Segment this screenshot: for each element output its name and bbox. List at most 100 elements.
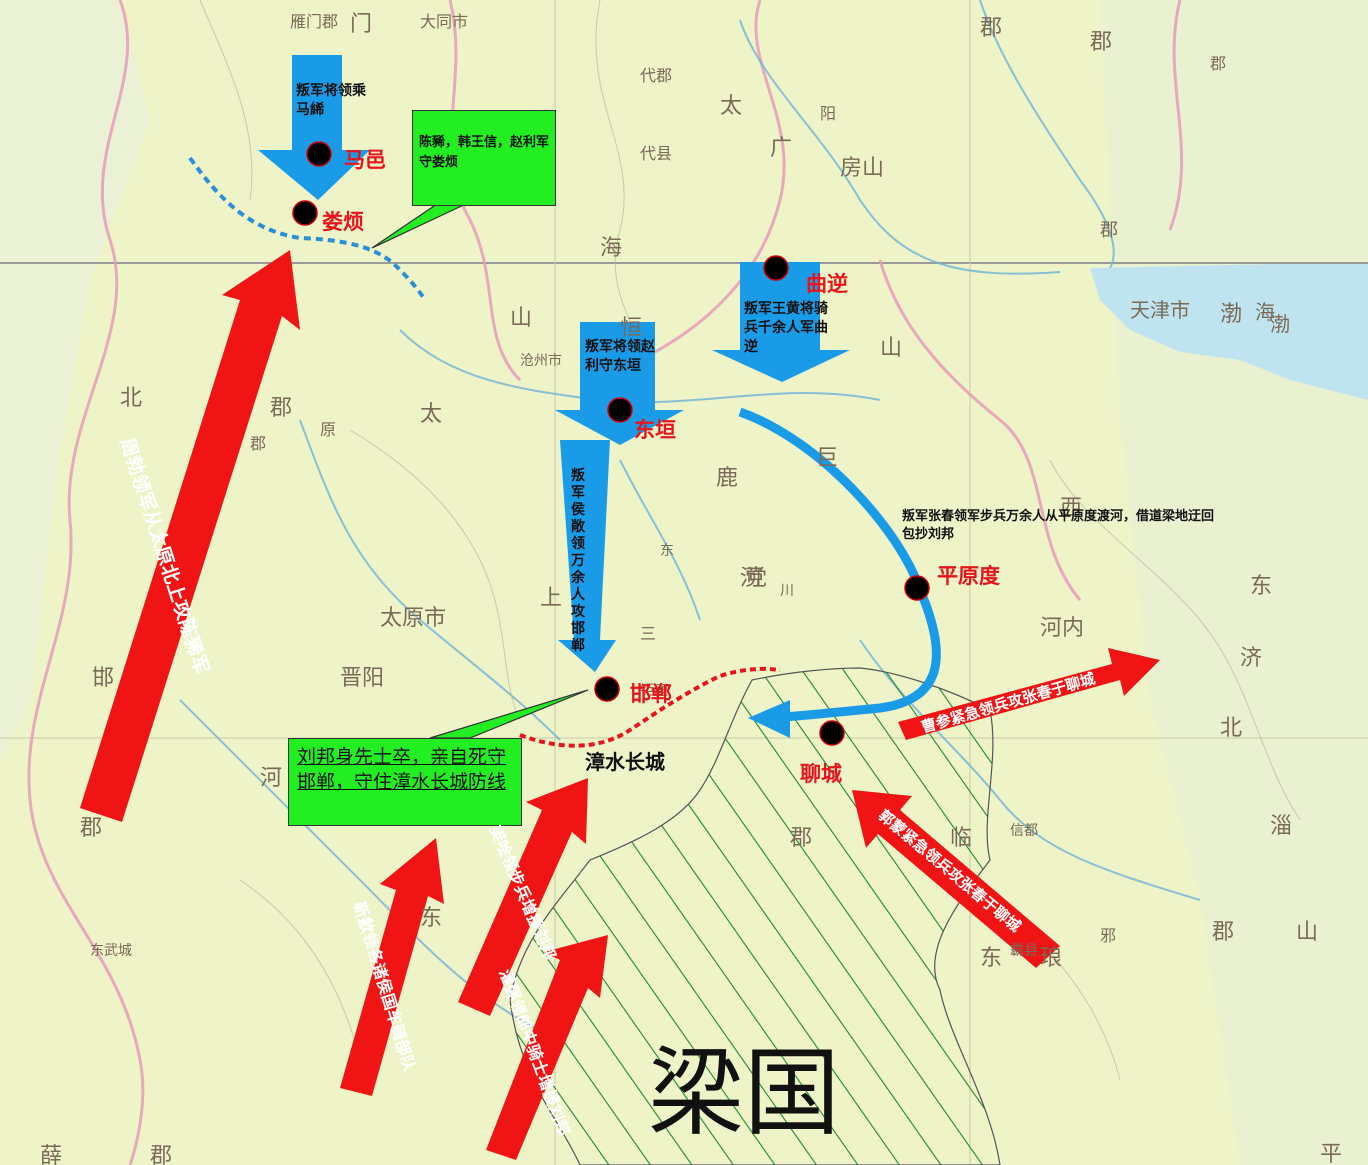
callout-liubang-text: 刘邦身先士卒，亲自死守邯郸，守住漳水长城防线 — [297, 746, 507, 793]
base-map-label: 太原市 — [380, 606, 447, 631]
base-map-label: 河内 — [1040, 616, 1085, 641]
liang-state-region — [509, 667, 1001, 1165]
base-map-label: 郡 — [1100, 220, 1118, 241]
base-map-label: 东 — [1250, 574, 1273, 599]
base-map-label: 北 — [120, 386, 143, 411]
base-map-label: 邯 — [92, 666, 115, 691]
blue-arrow-text-mayi: 叛军将领乘马絺 — [296, 83, 366, 118]
region-label-liang: 梁国 — [648, 1037, 840, 1149]
base-map-label: 广 — [770, 136, 793, 161]
base-map-label: 三 — [640, 624, 657, 643]
blue-dotted-frontier — [188, 156, 427, 302]
base-map-label: 天津市 — [1130, 298, 1190, 322]
city-label-loufan: 娄烦 — [322, 210, 364, 234]
zhangshui-wall-label: 漳水长城 — [585, 750, 665, 774]
base-map-label: 郡 — [250, 434, 267, 453]
base-map-label: 霸县 — [1010, 943, 1038, 959]
base-map-label: 郡 — [270, 396, 293, 421]
base-map-label: 川 — [780, 583, 794, 599]
base-map-label: 上 — [540, 586, 563, 611]
city-dot-loufan — [292, 200, 318, 226]
blue-arrows — [258, 55, 850, 672]
bohai-sea — [1090, 262, 1368, 400]
red-arrow-caocan — [898, 648, 1160, 740]
base-map-label: 济 — [1240, 646, 1263, 671]
base-map-label: 郡 — [1090, 30, 1113, 55]
base-map-label: 恒 — [620, 316, 643, 341]
base-map-label: 党 — [745, 566, 768, 591]
blue-arrow-text-quni: 叛军王黄将骑兵千余人军曲逆 — [744, 301, 828, 355]
base-map-label: 晋阳 — [340, 666, 385, 691]
city-label-handan: 邯郸 — [630, 682, 672, 706]
blue-arrow-dongyuan — [555, 322, 684, 445]
base-map-label: 琅 — [1040, 946, 1063, 971]
base-map-label: 渤 — [1220, 302, 1243, 327]
callout-loufan-garrison: 陈豨，韩王信，赵利军守娄烦 — [412, 110, 556, 206]
blue-arrow-text-dongyuan: 叛军将领赵利守东垣 — [585, 339, 655, 374]
base-map-label: 海 — [600, 236, 623, 261]
base-map-label: 郡 — [1210, 54, 1227, 73]
base-map-label: 河 — [740, 566, 763, 591]
base-map-label: 东 — [660, 543, 674, 559]
callout-loufan-text: 陈豨，韩王信，赵利军守娄烦 — [419, 135, 550, 170]
base-map-label: 郡 — [1212, 920, 1235, 945]
city-dot-mayi — [306, 141, 332, 167]
zhangshui-wall-line — [519, 666, 781, 748]
base-map-label: 房山 — [840, 156, 885, 181]
city-label-liaocheng: 聊城 — [800, 762, 842, 786]
blue-arrow-quni — [712, 262, 850, 382]
base-map-label: 原 — [320, 420, 337, 439]
base-map-label: 渤 — [1270, 312, 1290, 336]
base-map-label: 东 — [980, 946, 1003, 971]
blue-arrow-mayi — [258, 55, 370, 200]
base-map-label: 北 — [1220, 716, 1243, 741]
base-map-label: 西 — [1060, 496, 1083, 521]
blue-arrow-handan — [558, 440, 616, 672]
base-map-label: 临 — [950, 826, 973, 851]
city-dot-liaocheng — [819, 720, 845, 746]
base-map-label: 太 — [720, 94, 743, 119]
red-arrow-guanying — [486, 935, 608, 1160]
red-arrow-zhoubo — [80, 250, 300, 822]
base-map-label: 门 — [350, 12, 373, 37]
city-dot-pingyuandu — [904, 575, 930, 601]
base-map-label: 代县 — [640, 144, 673, 163]
city-dot-quni — [763, 255, 789, 281]
base-map-label: 东 — [420, 906, 443, 931]
city-label-mayi: 马邑 — [344, 148, 386, 172]
callout-liubang: 刘邦身先士卒，亲自死守邯郸，守住漳水长城防线 — [288, 738, 522, 826]
base-map-label: 鹿 — [716, 466, 739, 491]
blue-arrow-text-handan: 叛军侯敞领万余人攻邯郸 — [571, 468, 585, 654]
base-map-label: 河 — [260, 766, 283, 791]
base-map-label: 邪 — [1100, 926, 1117, 945]
base-map-label: 郡 — [790, 826, 813, 851]
red-arrows — [80, 250, 1160, 1160]
base-map-label: 郡 — [980, 16, 1003, 41]
red-arrow-guomeng — [852, 790, 1060, 968]
city-label-dongyuan: 东垣 — [634, 418, 676, 442]
city-dots — [292, 141, 930, 746]
city-dot-handan — [594, 676, 620, 702]
red-arrow-fankuai — [458, 778, 588, 1016]
base-map-label: 淄 — [1270, 814, 1293, 839]
base-map-label: 山 — [1296, 920, 1319, 945]
base-map-label: 雁门郡 — [290, 12, 339, 31]
blue-arrow-zhangchun-path — [738, 407, 941, 723]
base-map-label: 山 — [510, 306, 533, 331]
base-map-label: 代郡 — [640, 66, 673, 85]
base-map-label: 薛 — [40, 1144, 63, 1165]
blue-arrow-text-zhangchun: 叛军张春领军步兵万余人从平原度渡河，借道梁地迂回包抄刘邦 — [902, 509, 1215, 542]
base-map-label: 阳 — [820, 104, 837, 123]
red-arrow-jinshe — [340, 838, 444, 1096]
base-map-label: 郡 — [150, 1144, 173, 1165]
city-label-quni: 曲逆 — [806, 272, 848, 296]
province-borders — [27, 0, 1184, 1165]
base-map-label: 巨 — [816, 446, 839, 471]
base-map-label: 太 — [420, 402, 443, 427]
base-map-label: 郡 — [80, 816, 103, 841]
base-map-label: 沧州市 — [520, 353, 562, 369]
city-dot-dongyuan — [607, 397, 633, 423]
base-map-label: 平 — [1320, 1142, 1343, 1165]
